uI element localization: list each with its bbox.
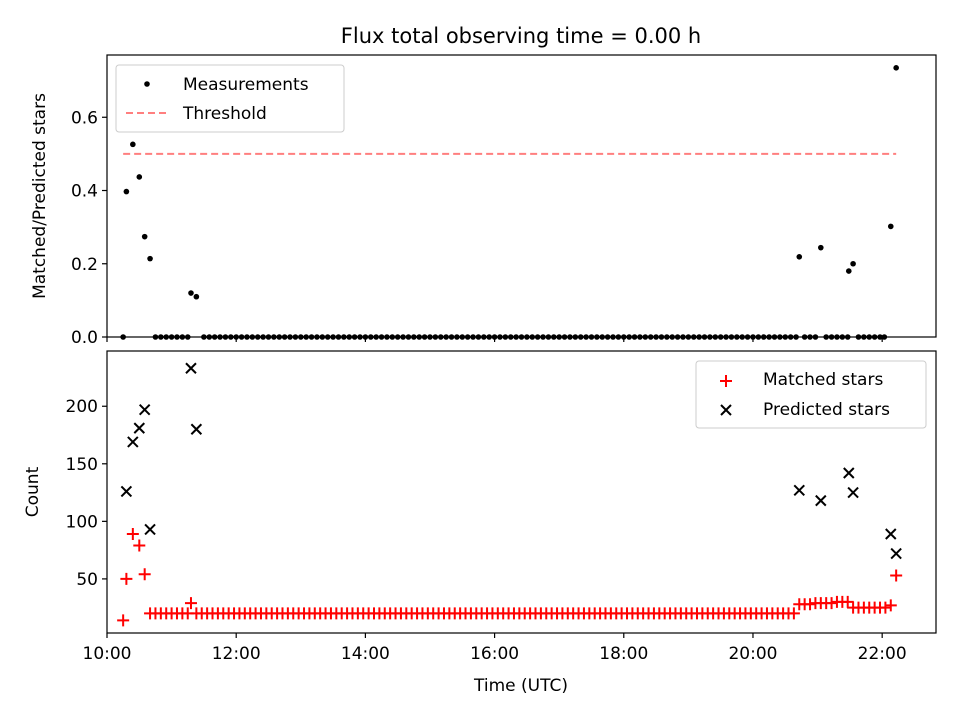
matched-stars-point [890,569,903,582]
predicted-stars-point [138,403,151,416]
x-tick-label: 16:00 [470,644,519,664]
predicted-stars-point [890,547,902,560]
matched-stars-point [841,595,854,608]
measurements-point [818,244,824,251]
count-legend: Matched stars Predicted stars [695,360,927,429]
measurements-point [147,255,153,262]
ratio-panel: Flux total observing time = 0.00 h Match… [30,24,937,348]
legend-marker-measurements [144,81,150,87]
matched-stars-point [120,572,133,585]
ratio-y-tick-label: 0.0 [71,328,98,348]
measurements-point [796,253,803,260]
ratio-legend-box [115,64,345,133]
x-axis-label: Time (UTC) [473,676,568,696]
predicted-stars-point [847,486,859,499]
predicted-stars-point [885,528,897,540]
predicted-stars-point [127,436,139,448]
measurements-point [136,174,143,180]
predicted-stars-point [815,494,827,507]
ratio-y-axis-label: Matched/Predicted stars [30,93,50,299]
matched-stars-point [133,539,146,552]
x-tick-label: 10:00 [83,644,132,664]
matched-stars-point [879,601,892,614]
matched-stars-point [787,607,800,620]
count-y-tick-label: 100 [66,512,98,532]
measurements-point [123,188,130,195]
x-tick-label: 20:00 [728,644,777,664]
legend-label-measurements: Measurements [183,75,309,95]
matched-stars-point [804,598,817,611]
measurements-point [893,65,899,71]
predicted-stars-point [185,362,197,374]
x-tick-label: 18:00 [599,644,648,664]
measurements-point [845,268,852,274]
count-legend-box [695,360,927,429]
matched-stars-point [184,597,197,610]
x-tick-label: 14:00 [341,644,390,664]
legend-label-threshold: Threshold [182,104,267,124]
predicted-stars-point [793,484,805,496]
predicted-stars-point [120,485,133,498]
legend-marker-matched [720,375,732,387]
ratio-y-tick-label: 0.6 [71,108,98,128]
ratio-axes-frame [106,54,937,338]
count-y-axis-label: Count [23,466,43,517]
predicted-stars-point [133,422,146,434]
matched-stars-point [825,597,838,610]
ratio-y-tick-label: 0.4 [71,182,98,202]
count-y-tick-label: 200 [66,397,98,417]
matched-stars-point [138,568,151,581]
measurements-point [850,260,856,267]
ratio-y-tick-label: 0.2 [71,255,98,275]
matched-stars-point [117,614,130,627]
measurements-point [130,141,136,148]
count-y-tick-label: 150 [66,455,98,475]
legend-label-predicted: Predicted stars [763,400,890,420]
predicted-stars-point [190,423,203,435]
count-plot-area [117,362,903,627]
matched-stars-point [884,599,897,612]
matched-stars-point [126,528,139,541]
count-panel: Count Time (UTC) Matched stars Predicted… [23,350,937,696]
count-y-tick-label: 50 [76,570,98,590]
measurements-point [193,293,200,300]
ratio-legend: Measurements Threshold [115,64,345,133]
legend-label-matched: Matched stars [763,370,883,390]
measurements-point [188,290,194,296]
predicted-stars-point [843,467,855,479]
measurements-point [887,223,894,230]
x-tick-label: 22:00 [858,644,907,664]
chart-title: Flux total observing time = 0.00 h [341,24,701,48]
predicted-stars-point [144,523,156,536]
count-axes-frame [106,350,937,634]
measurements-point [141,233,148,240]
x-tick-label: 12:00 [212,644,261,664]
legend-marker-predicted [720,404,732,416]
